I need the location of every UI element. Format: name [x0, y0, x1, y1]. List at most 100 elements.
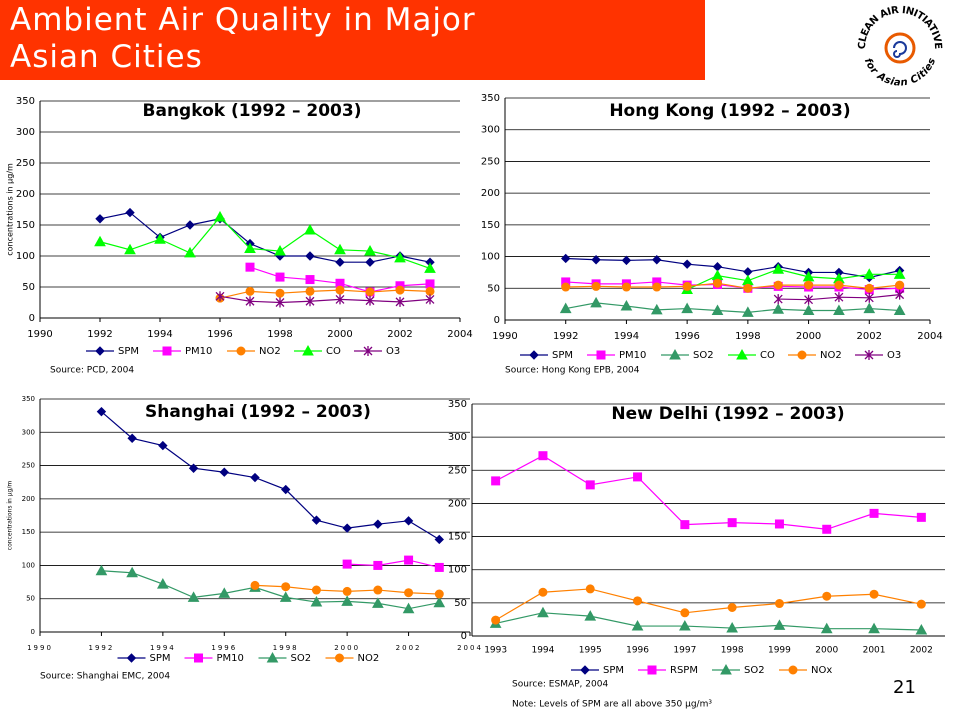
marker [311, 515, 322, 525]
x-tick-label: 2002 [396, 644, 422, 652]
marker [633, 472, 643, 482]
marker [743, 267, 753, 277]
marker [633, 596, 643, 606]
source: Source: Shanghai EMC, 2004 [40, 672, 170, 682]
y-tick-label: 200 [481, 188, 500, 199]
marker [244, 242, 256, 254]
y-tick-label: 100 [448, 565, 467, 576]
marker [341, 595, 353, 606]
x-tick-label: 2002 [857, 331, 882, 342]
marker [395, 285, 405, 295]
chart-title: Hong Kong (1992 – 2003) [609, 101, 850, 121]
marker [245, 296, 255, 307]
marker [711, 269, 724, 281]
marker [373, 585, 383, 595]
x-tick-label: 1990 [27, 644, 53, 652]
marker [266, 651, 279, 663]
x-tick-label: 1997 [673, 646, 696, 656]
y-tick-label: 200 [448, 498, 467, 509]
marker [304, 223, 316, 235]
marker [94, 235, 106, 247]
marker [214, 210, 226, 222]
marker [394, 251, 406, 263]
marker [712, 262, 723, 272]
marker [433, 596, 446, 608]
x-tick-label: 1999 [768, 646, 791, 656]
x-tick-label: 1996 [674, 331, 699, 342]
marker [863, 268, 876, 279]
series-line [495, 455, 922, 530]
marker [772, 263, 785, 274]
marker [215, 291, 225, 302]
y-tick-label: 50 [22, 282, 35, 293]
marker [124, 243, 136, 255]
marker [335, 285, 345, 295]
chart-title: New Delhi (1992 – 2003) [611, 404, 844, 424]
marker [679, 620, 691, 631]
marker [538, 587, 548, 597]
marker [680, 608, 690, 618]
marker [893, 268, 906, 279]
legend-label: SPM [603, 665, 624, 676]
marker [275, 288, 285, 298]
marker [833, 304, 845, 315]
marker [491, 615, 501, 625]
marker [395, 296, 405, 307]
y-tick-label: 0 [29, 313, 35, 324]
marker [772, 303, 785, 314]
x-tick-label: 1998 [267, 329, 292, 340]
marker [194, 653, 203, 663]
marker [631, 620, 644, 631]
marker [834, 280, 844, 290]
logo-spiral [893, 41, 907, 58]
y-tick-label: 350 [22, 395, 35, 403]
marker [127, 433, 137, 443]
marker [869, 508, 879, 518]
x-tick-label: 1992 [89, 644, 115, 652]
x-tick-label: 2000 [815, 646, 838, 656]
marker [529, 350, 539, 360]
marker [311, 585, 321, 595]
marker [834, 292, 844, 303]
marker [682, 259, 692, 269]
page-number: 21 [893, 677, 916, 698]
marker [434, 534, 444, 545]
y-tick-label: 300 [16, 127, 35, 138]
x-tick-label: 1994 [614, 331, 639, 342]
marker [125, 207, 135, 218]
marker [126, 653, 137, 663]
marker [188, 463, 199, 473]
marker [275, 272, 285, 282]
y-tick-label: 200 [16, 189, 35, 200]
marker [561, 253, 571, 264]
y-tick-label: 100 [16, 251, 35, 262]
marker [95, 346, 105, 356]
x-tick-label: 2000 [327, 329, 352, 340]
y-tick-label: 250 [448, 465, 467, 476]
x-tick-label: 2004 [457, 644, 483, 652]
marker [95, 214, 105, 224]
y-tick-label: 0 [494, 315, 500, 326]
marker [774, 519, 784, 529]
legend-label: SPM [150, 653, 171, 664]
marker [310, 596, 323, 607]
marker [365, 287, 375, 297]
logo-sun [884, 32, 916, 64]
marker [559, 302, 572, 314]
marker [305, 286, 315, 296]
header-bar: Ambient Air Quality in Major Asian Citie… [0, 0, 705, 80]
marker [126, 566, 138, 578]
marker [743, 283, 753, 293]
x-tick-label: 2001 [863, 646, 886, 656]
y-tick-label: 350 [16, 96, 35, 107]
x-tick-label: 2004 [917, 331, 942, 342]
y-tick-label: 50 [26, 595, 35, 603]
marker [342, 523, 352, 533]
marker [305, 251, 315, 261]
legend-label: CO [326, 346, 341, 357]
y-tick-label: 300 [481, 125, 500, 136]
y-tick-label: 150 [22, 528, 35, 536]
marker [650, 303, 663, 315]
marker [864, 292, 874, 303]
y-tick-label: 150 [481, 220, 500, 231]
